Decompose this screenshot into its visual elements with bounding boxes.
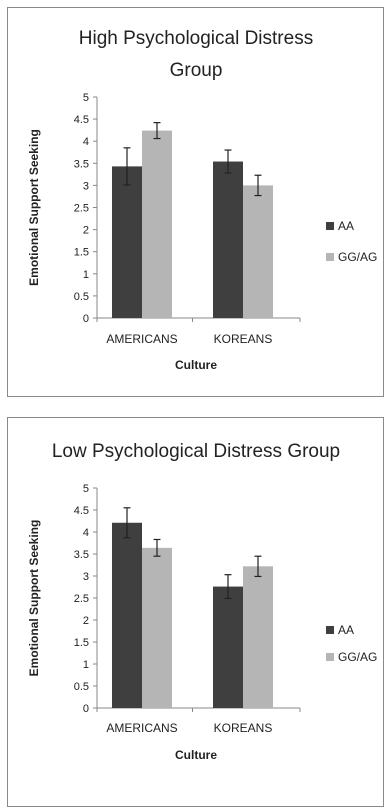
y-tick-label: 1.5: [74, 637, 89, 649]
y-axis-label: Emotional Support Seeking: [27, 520, 41, 677]
bar-aa-americans: [112, 522, 142, 708]
chart-title: Group: [170, 60, 223, 81]
y-tick-label: 0.5: [74, 291, 89, 303]
chart-panel-low-distress: Low Psychological Distress Group 0 0.5 1 1.5…: [7, 417, 384, 807]
bar-aa-koreans: [213, 161, 243, 318]
y-tick-label: 3.5: [74, 549, 89, 561]
y-tick-label: 4.5: [74, 505, 89, 517]
y-tick-label: 4: [83, 136, 89, 148]
y-tick-label: 0: [83, 313, 89, 325]
x-tick-label: AMERICANS: [106, 332, 177, 346]
legend-swatch: [326, 653, 334, 661]
chart-high-distress: High Psychological Distress Group 0 0.5 1 1.5…: [27, 28, 377, 372]
x-tick-label: KOREANS: [214, 332, 273, 346]
y-tick-label: 3: [83, 180, 89, 192]
y-tick-label: 5: [83, 92, 89, 104]
y-tick-label: 3.5: [74, 158, 89, 170]
legend-label: GG/AG: [338, 250, 377, 264]
y-tick-label: 5: [83, 483, 89, 495]
y-tick-label: 1: [83, 659, 89, 671]
y-tick-label: 4.5: [74, 114, 89, 126]
x-tick-label: KOREANS: [214, 721, 273, 735]
legend-label: AA: [338, 623, 354, 637]
chart-title: Low Psychological Distress Group: [52, 441, 340, 462]
legend-swatch: [326, 253, 334, 261]
x-axis-label: Culture: [175, 358, 217, 372]
y-tick-label: 2.5: [74, 203, 89, 215]
bar-gg-ag-americans: [142, 547, 172, 708]
legend-swatch: [326, 626, 334, 634]
y-tick-label: 0.5: [74, 681, 89, 693]
y-tick-label: 2: [83, 225, 89, 237]
x-axis-label: Culture: [175, 748, 217, 762]
chart-low-distress: Low Psychological Distress Group 0 0.5 1 1.5…: [27, 441, 377, 762]
y-tick-label: 1: [83, 269, 89, 281]
x-tick-label: AMERICANS: [106, 721, 177, 735]
legend-swatch: [326, 222, 334, 230]
bar-aa-americans: [112, 166, 142, 318]
y-tick-label: 2.5: [74, 593, 89, 605]
y-tick-label: 0: [83, 703, 89, 715]
legend-label: GG/AG: [338, 650, 377, 664]
legend-label: AA: [338, 219, 354, 233]
y-tick-label: 4: [83, 527, 89, 539]
chart-panel-high-distress: High Psychological Distress Group 0 0.5 1 1.5…: [7, 7, 384, 397]
y-axis-label: Emotional Support Seeking: [27, 129, 41, 286]
bar-gg-ag-koreans: [243, 185, 273, 318]
bar-gg-ag-koreans: [243, 566, 273, 708]
chart-title: High Psychological Distress: [79, 28, 313, 49]
y-tick-label: 3: [83, 571, 89, 583]
y-tick-label: 1.5: [74, 247, 89, 259]
bar-aa-koreans: [213, 586, 243, 708]
bar-gg-ag-americans: [142, 130, 172, 318]
y-tick-label: 2: [83, 615, 89, 627]
